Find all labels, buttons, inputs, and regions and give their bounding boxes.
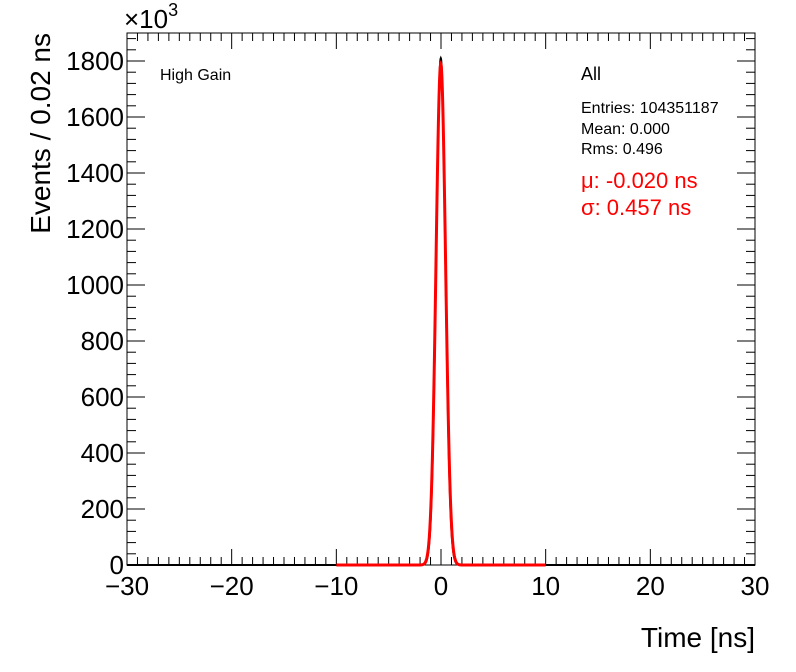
x-tick-label: 0 [434,571,448,601]
stats-entries: Entries: 104351187 [581,100,719,117]
fit-mu: μ: -0.020 ns [581,168,698,193]
stats-rms: Rms: 0.496 [581,141,663,158]
y-tick-label: 1200 [66,214,124,244]
y-tick-label: 800 [81,326,124,356]
x-axis-title: Time [ns] [641,622,755,653]
y-axis-title: Events / 0.02 ns [25,33,56,234]
y-tick-label: 400 [81,438,124,468]
y-tick-label: 200 [81,494,124,524]
fit-curve [336,60,546,567]
plot-frame [126,32,756,566]
gain-annotation: High Gain [160,67,231,84]
y-tick-label: 600 [81,382,124,412]
y-tick-label: 1000 [66,270,124,300]
y-tick-label: 1800 [66,46,124,76]
plot-curves [127,55,755,567]
y-tick-labels: 0 200 400 600 800 1000 1200 1400 1600 1800 [66,46,124,580]
x-tick-label: 20 [636,571,665,601]
x-tick-label: 30 [741,571,770,601]
stats-box: All Entries: 104351187 Mean: 0.000 Rms: … [581,64,719,220]
stats-title: All [581,64,601,84]
y-tick-label: 1600 [66,102,124,132]
y-multiplier: ×103 [124,0,178,34]
x-tick-label: −10 [314,571,358,601]
y-tick-label: 0 [110,550,124,580]
axis-ticks [126,33,756,566]
x-tick-label: 10 [531,571,560,601]
y-tick-label: 1400 [66,158,124,188]
x-tick-label: −30 [105,571,149,601]
x-tick-label: −20 [210,571,254,601]
histogram-line [127,55,755,566]
fit-sigma: σ: 0.457 ns [581,195,691,220]
x-tick-labels: −30 −20 −10 0 10 20 30 [105,571,770,601]
stats-mean: Mean: 0.000 [581,121,670,138]
